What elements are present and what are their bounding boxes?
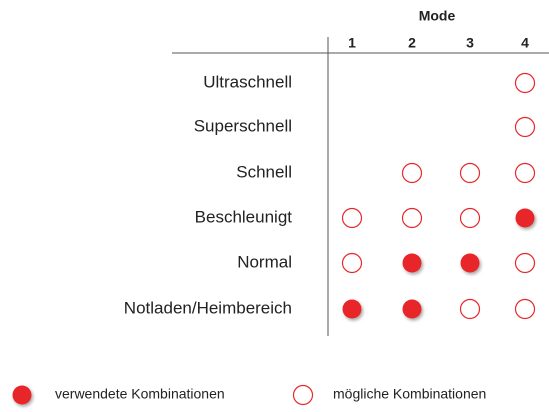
possible-marker bbox=[341, 207, 363, 229]
used-marker bbox=[402, 253, 422, 273]
used-marker bbox=[460, 253, 480, 273]
row-label: Notladen/Heimbereich bbox=[124, 298, 292, 317]
row-label: Normal bbox=[237, 252, 292, 271]
row-label: Superschnell bbox=[194, 116, 292, 135]
column-label: 2 bbox=[408, 35, 416, 51]
possible-marker bbox=[514, 116, 536, 138]
row-label: Schnell bbox=[236, 162, 292, 181]
possible-marker bbox=[514, 298, 536, 320]
mode-header: Mode bbox=[419, 8, 456, 24]
used-marker bbox=[12, 385, 32, 405]
column-label: 4 bbox=[521, 35, 529, 51]
possible-marker bbox=[341, 252, 363, 274]
column-label: 1 bbox=[348, 35, 356, 51]
used-marker bbox=[402, 299, 422, 319]
possible-marker bbox=[514, 252, 536, 274]
possible-marker bbox=[514, 162, 536, 184]
legend-label: verwendete Kombinationen bbox=[55, 386, 225, 402]
used-marker bbox=[342, 299, 362, 319]
possible-marker bbox=[459, 162, 481, 184]
possible-marker bbox=[459, 298, 481, 320]
possible-marker bbox=[401, 162, 423, 184]
possible-marker bbox=[401, 207, 423, 229]
possible-marker bbox=[514, 72, 536, 94]
possible-marker bbox=[459, 207, 481, 229]
column-label: 3 bbox=[466, 35, 474, 51]
used-marker bbox=[515, 208, 535, 228]
row-label: Beschleunigt bbox=[195, 207, 293, 226]
possible-marker bbox=[292, 384, 314, 406]
row-label: Ultraschnell bbox=[203, 72, 292, 91]
legend-label: mögliche Kombinationen bbox=[333, 386, 486, 402]
